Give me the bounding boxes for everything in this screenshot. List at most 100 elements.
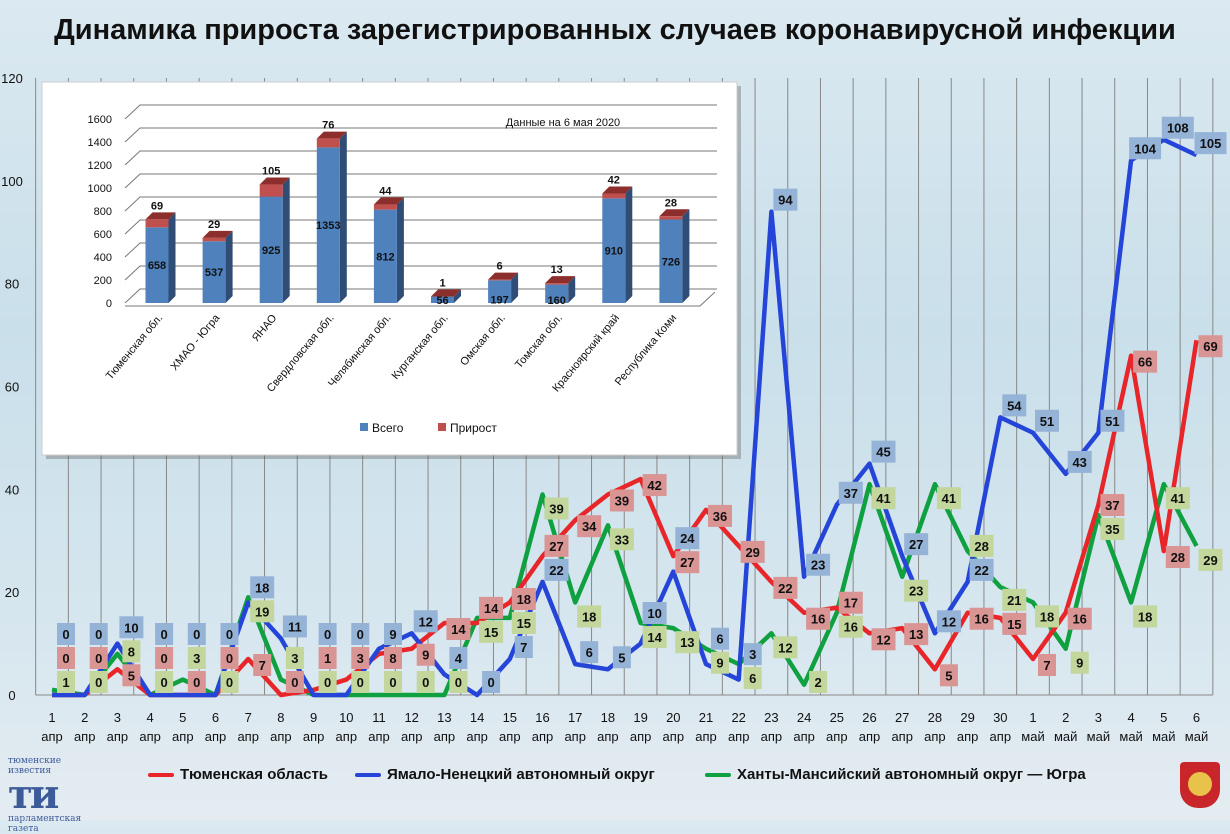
- data-label: 5: [945, 668, 952, 683]
- inset-y-tick-label: 1000: [88, 183, 112, 195]
- inset-y-tick-label: 200: [94, 275, 112, 287]
- bar-total-label: 925: [262, 245, 280, 257]
- data-label: 51: [1105, 414, 1119, 429]
- data-label: 18: [582, 609, 596, 624]
- bar-increase: [374, 205, 397, 210]
- data-label: 7: [259, 658, 266, 673]
- x-tick-day: 1: [48, 710, 55, 725]
- data-label: 9: [389, 627, 396, 642]
- x-tick-day: 4: [1127, 710, 1134, 725]
- data-label: 9: [1076, 656, 1083, 671]
- x-tick-day: 27: [895, 710, 909, 725]
- x-tick-month: апр: [205, 729, 227, 744]
- data-label: 104: [1134, 141, 1156, 156]
- x-tick-month: апр: [663, 729, 685, 744]
- data-label: 37: [1105, 498, 1119, 513]
- x-tick-day: 25: [830, 710, 844, 725]
- bar-increase: [317, 139, 340, 148]
- bar-side: [169, 212, 176, 303]
- inset-annotation: Данные на 6 мая 2020: [506, 117, 620, 129]
- data-label: 0: [193, 675, 200, 690]
- bar-increase-label: 6: [497, 261, 503, 273]
- bar-increase-label: 44: [379, 186, 392, 198]
- x-tick-month: апр: [924, 729, 946, 744]
- data-label: 19: [255, 604, 269, 619]
- x-tick-day: 18: [601, 710, 615, 725]
- data-label: 36: [713, 509, 727, 524]
- x-tick-day: 30: [993, 710, 1007, 725]
- emblem-icon: [1180, 762, 1220, 808]
- data-label: 12: [418, 614, 432, 629]
- bar-increase-label: 13: [551, 264, 563, 276]
- data-label: 15: [1007, 617, 1021, 632]
- bar-increase: [602, 194, 625, 199]
- x-tick-month: апр: [434, 729, 456, 744]
- x-tick-day: 5: [1160, 710, 1167, 725]
- inset-y-tick-label: 1400: [88, 137, 112, 149]
- x-tick-day: 1: [1029, 710, 1036, 725]
- data-label: 12: [778, 640, 792, 655]
- x-tick-month: май: [1087, 729, 1110, 744]
- bar-total-label: 812: [376, 251, 394, 263]
- x-tick-day: 6: [1193, 710, 1200, 725]
- x-tick-month: апр: [336, 729, 358, 744]
- data-label: 3: [749, 647, 756, 662]
- bar-increase-label: 1: [439, 277, 445, 289]
- data-label: 0: [324, 675, 331, 690]
- data-label: 22: [549, 563, 563, 578]
- data-label: 16: [811, 612, 825, 627]
- data-label: 28: [974, 539, 988, 554]
- data-label: 3: [357, 651, 364, 666]
- x-tick-day: 24: [797, 710, 811, 725]
- x-tick-month: май: [1119, 729, 1142, 744]
- data-label: 6: [586, 645, 593, 660]
- data-label: 23: [909, 584, 923, 599]
- data-label: 0: [455, 675, 462, 690]
- x-tick-month: апр: [499, 729, 521, 744]
- data-label: 8: [128, 644, 135, 659]
- x-tick-month: апр: [891, 729, 913, 744]
- data-label: 0: [95, 651, 102, 666]
- data-label: 6: [749, 671, 756, 686]
- x-tick-day: 6: [212, 710, 219, 725]
- data-label: 51: [1040, 414, 1054, 429]
- x-tick-month: апр: [74, 729, 96, 744]
- data-label: 0: [226, 651, 233, 666]
- x-tick-day: 22: [731, 710, 745, 725]
- x-tick-month: апр: [41, 729, 63, 744]
- x-tick-day: 17: [568, 710, 582, 725]
- data-label: 39: [615, 493, 629, 508]
- x-tick-month: апр: [728, 729, 750, 744]
- data-label: 16: [844, 620, 858, 635]
- data-label: 41: [1171, 491, 1185, 506]
- x-tick-month: апр: [630, 729, 652, 744]
- x-tick-day: 21: [699, 710, 713, 725]
- x-tick-day: 20: [666, 710, 680, 725]
- x-tick-day: 3: [1095, 710, 1102, 725]
- data-label: 12: [876, 632, 890, 647]
- data-label: 12: [942, 614, 956, 629]
- data-label: 15: [517, 616, 531, 631]
- bar-total-label: 726: [662, 256, 680, 268]
- bar-increase-label: 105: [262, 166, 280, 178]
- data-label: 45: [876, 445, 890, 460]
- data-label: 105: [1200, 136, 1222, 151]
- data-label: 3: [193, 651, 200, 666]
- x-tick-month: апр: [303, 729, 325, 744]
- data-label: 18: [1138, 609, 1152, 624]
- x-tick-month: апр: [990, 729, 1012, 744]
- bar-increase: [146, 219, 169, 227]
- data-label: 7: [520, 640, 527, 655]
- inset-y-tick-label: 0: [106, 298, 112, 310]
- data-label: 54: [1007, 398, 1022, 413]
- data-label: 27: [909, 537, 923, 552]
- x-tick-day: 9: [310, 710, 317, 725]
- x-tick-month: апр: [139, 729, 161, 744]
- logo-mark: ти: [8, 776, 103, 814]
- data-label: 0: [95, 675, 102, 690]
- x-tick-day: 7: [245, 710, 252, 725]
- legend-label: Ханты-Мансийский автономный округ — Югра: [737, 766, 1086, 783]
- data-label: 10: [647, 606, 661, 621]
- data-label: 28: [1171, 550, 1185, 565]
